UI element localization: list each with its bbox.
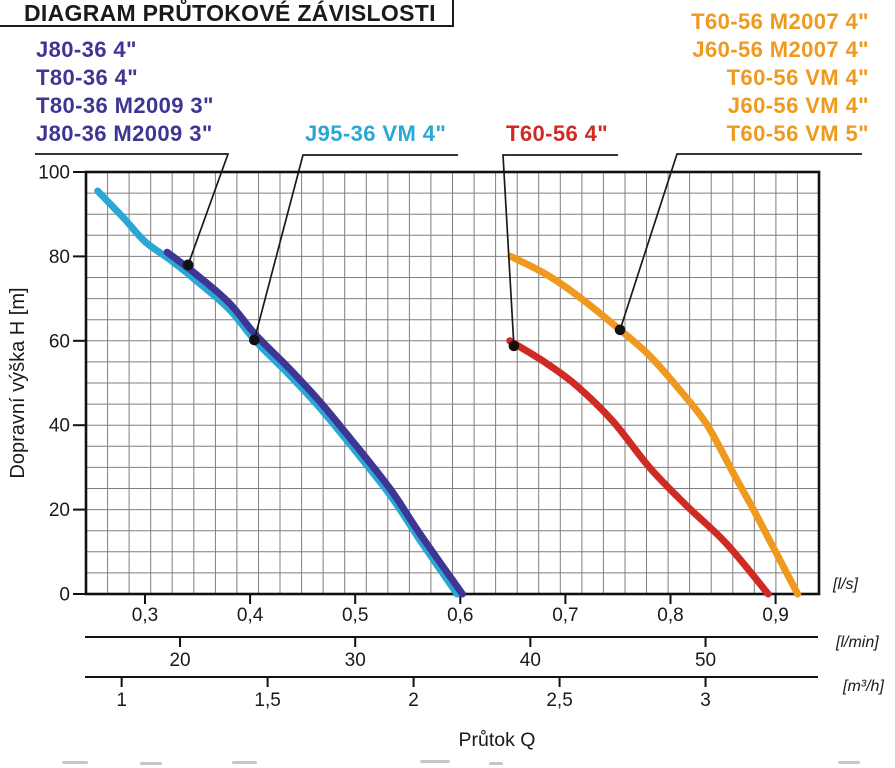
callout-marker-j95 <box>249 334 260 346</box>
x-tick-label-ls: 0,9 <box>762 605 788 626</box>
cyan-callout <box>253 154 458 341</box>
x-tick-label-ls: 0,7 <box>552 605 578 626</box>
x-tick-label-lmin: 40 <box>520 650 541 671</box>
unit-label-lmin: [l/min] <box>835 634 879 651</box>
y-axis-title: Dopravní výška H [m] <box>7 287 29 478</box>
y-tick-label: 100 <box>38 163 70 184</box>
legend-group-j80-t80: J80-36 4" T80-36 4" T80-36 M2009 3" J80-… <box>36 36 214 148</box>
unit-label-ls: [l/s] <box>832 576 858 593</box>
legend-item: T60-56 4" <box>506 121 609 146</box>
legend-item: J80-36 4" <box>36 37 137 62</box>
legend-item: T60-56 VM 4" <box>726 65 869 90</box>
legend-item: J95-36 VM 4" <box>305 121 447 146</box>
legend-group-t60: T60-56 4" <box>506 120 608 148</box>
red-callout <box>502 154 618 346</box>
curve-t60 <box>506 337 772 598</box>
legend-item: J60-56 M2007 4" <box>692 37 869 62</box>
x-tick-label-m3h: 1 <box>116 690 127 711</box>
x-tick-label-lmin: 50 <box>695 650 716 671</box>
curve-j80t80 <box>163 248 466 598</box>
y-tick-label: 40 <box>49 416 70 437</box>
legend-item: T60-56 M2007 4" <box>691 9 869 34</box>
x-tick-label-m3h: 1,5 <box>254 690 280 711</box>
y-tick-label: 60 <box>49 331 70 352</box>
legend-group-t60-56-vm: T60-56 M2007 4" J60-56 M2007 4" T60-56 V… <box>691 8 869 148</box>
x-tick-label-m3h: 2,5 <box>546 690 572 711</box>
x-tick-label-ls: 0,4 <box>237 605 264 626</box>
x-tick-label-m3h: 2 <box>408 690 419 711</box>
x-tick-label-ls: 0,5 <box>342 605 368 626</box>
legend-item: T80-36 4" <box>36 65 139 90</box>
y-axis <box>73 171 86 595</box>
y-tick-label: 80 <box>49 247 70 268</box>
x-tick-label-m3h: 3 <box>700 690 711 711</box>
callout-marker-t60vm <box>614 324 626 336</box>
plot-border <box>84 170 821 596</box>
legend-item: T60-56 VM 5" <box>726 121 869 146</box>
curve-t60vm <box>507 252 802 598</box>
legend-item: J60-56 VM 4" <box>727 93 869 118</box>
callout-marker-t60 <box>508 340 520 352</box>
bottom-cutoff-artifacts <box>62 760 860 765</box>
blue-callout <box>35 153 230 266</box>
page-title: DIAGRAM PRŮTOKOVÉ ZÁVISLOSTI <box>0 0 454 27</box>
x-tick-label-ls: 0,6 <box>447 605 473 626</box>
legend-item: J80-36 M2009 3" <box>36 121 213 146</box>
legend-group-j95: J95-36 VM 4" <box>305 120 446 148</box>
x-tick-label-lmin: 30 <box>345 650 366 671</box>
y-tick-label: 0 <box>59 585 70 606</box>
x-tick-label-ls: 0,3 <box>132 605 158 626</box>
x-tick-label-ls: 0,8 <box>657 605 683 626</box>
orange-callout <box>619 153 862 331</box>
legend-item: T80-36 M2009 3" <box>36 93 214 118</box>
callout-marker-j80t80 <box>182 259 194 271</box>
x-tick-label-lmin: 20 <box>169 650 190 671</box>
unit-label-m3h: [m³/h] <box>842 678 884 695</box>
y-tick-label: 20 <box>49 500 70 521</box>
x-axis-title: Průtok Q <box>459 729 536 751</box>
